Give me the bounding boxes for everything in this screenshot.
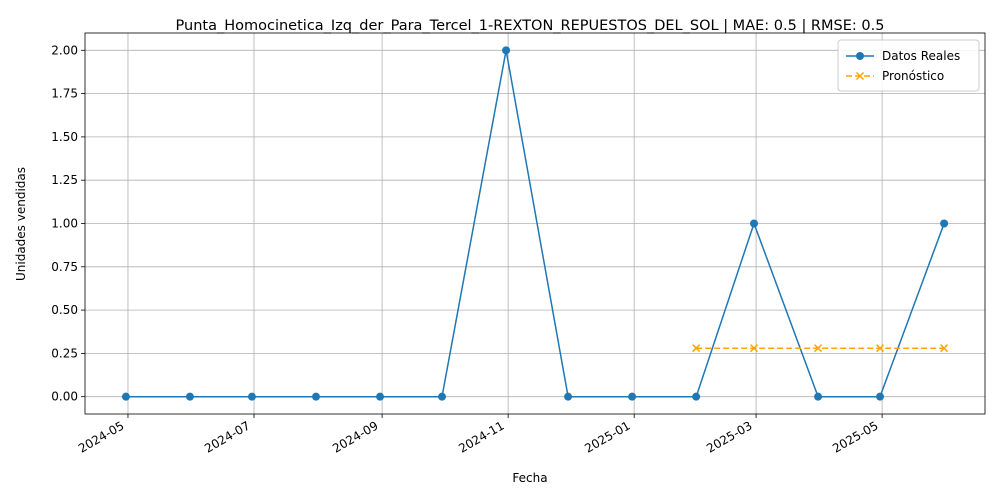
- x-tick-label: 2025-01: [582, 418, 632, 455]
- data-point: [438, 392, 447, 401]
- series-line-1: [125, 50, 945, 398]
- data-point: [628, 392, 637, 401]
- data-point: [121, 392, 130, 401]
- x-axis-label: Fecha: [512, 471, 547, 485]
- x-tick-label: 2024-05: [76, 418, 126, 455]
- data-point: [564, 392, 573, 401]
- legend-box: [837, 39, 980, 92]
- legend-label: Pronóstico: [882, 69, 944, 83]
- legend: Datos Reales Pronóstico: [837, 39, 980, 92]
- y-axis: 0.00 0.25 0.50 0.75 1.00 1.25 1.50 1.75 2.00: [51, 43, 85, 404]
- x-tick-label: 2025-03: [704, 418, 754, 455]
- data-point: [940, 219, 949, 228]
- data-point: [502, 46, 511, 55]
- data-point: [814, 392, 823, 401]
- data-point: [692, 392, 701, 401]
- grid: [85, 33, 985, 414]
- y-tick-label: 1.75: [51, 87, 78, 101]
- y-tick-label: 0.50: [51, 303, 78, 317]
- data-point: [247, 392, 256, 401]
- y-tick-label: 0.25: [51, 346, 78, 360]
- x-tick-label: 2024-11: [456, 418, 506, 455]
- forecast-point: [749, 344, 759, 353]
- x-tick-label: 2024-07: [202, 418, 252, 455]
- data-point: [876, 392, 885, 401]
- y-axis-label: Unidades vendidas: [14, 167, 28, 281]
- y-tick-label: 1.00: [51, 217, 78, 231]
- legend-label: Datos Reales: [882, 49, 960, 63]
- y-tick-label: 1.50: [51, 130, 78, 144]
- forecast-point: [876, 344, 885, 353]
- data-point: [185, 392, 194, 401]
- data-point: [376, 392, 385, 401]
- y-tick-label: 2.00: [51, 43, 78, 57]
- y-tick-label: 0.00: [51, 390, 78, 404]
- y-tick-label: 1.25: [51, 173, 78, 187]
- series-layer: [121, 46, 949, 401]
- legend-entry-1: Datos Reales: [846, 49, 960, 63]
- data-point: [750, 219, 759, 228]
- forecast-point: [814, 344, 823, 353]
- legend-entry-2: Pronóstico: [846, 69, 944, 83]
- x-axis: 2024-05 2024-07 2024-09 2024-11 2025-01 2025-…: [76, 414, 883, 456]
- data-point: [311, 392, 320, 401]
- chart-title: Punta_Homocinetica_Izq_der_Para_Tercel_1…: [176, 18, 885, 34]
- x-tick-label: 2024-09: [330, 418, 380, 455]
- x-tick-label: 2025-05: [830, 418, 880, 455]
- forecast-point: [692, 344, 701, 353]
- forecast-point: [940, 344, 949, 353]
- y-tick-label: 0.75: [51, 260, 78, 274]
